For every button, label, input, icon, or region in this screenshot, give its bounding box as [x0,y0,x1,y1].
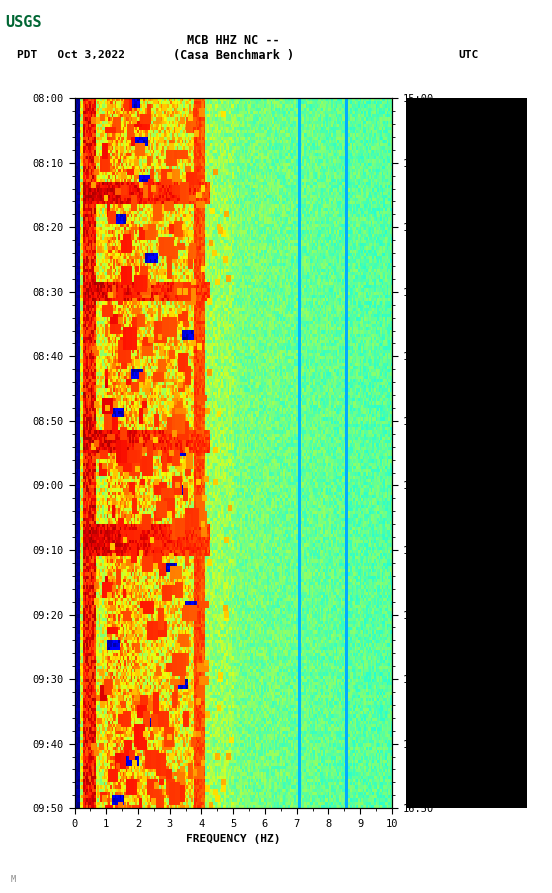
Text: USGS: USGS [6,15,42,29]
Text: PDT   Oct 3,2022: PDT Oct 3,2022 [17,50,125,61]
Text: MCB HHZ NC --: MCB HHZ NC -- [187,34,279,46]
Text: (Casa Benchmark ): (Casa Benchmark ) [173,49,294,62]
Text: M: M [11,875,16,884]
Text: UTC: UTC [458,50,479,61]
X-axis label: FREQUENCY (HZ): FREQUENCY (HZ) [186,834,280,844]
